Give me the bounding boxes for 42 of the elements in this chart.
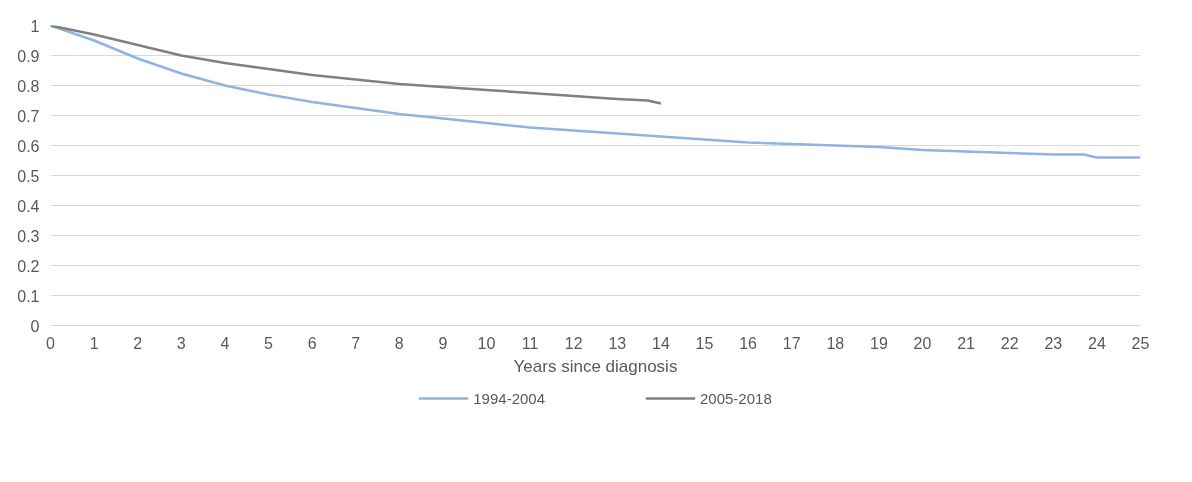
y-tick-label: 0 (30, 317, 40, 335)
y-tick-label: 0.4 (17, 197, 40, 215)
x-tick-label: 13 (608, 334, 627, 352)
x-tick-label: 2 (133, 334, 143, 352)
x-tick-label: 19 (870, 334, 888, 352)
y-tick-label: 0.5 (17, 167, 40, 185)
x-tick-label: 21 (957, 334, 976, 352)
x-tick-label: 3 (176, 334, 186, 352)
x-tick-label: 11 (521, 334, 539, 352)
x-tick-label: 17 (782, 334, 801, 352)
legend-label: 1994-2004 (473, 388, 545, 408)
y-tick-label: 0.7 (17, 107, 40, 125)
x-tick-label: 22 (1000, 334, 1019, 352)
x-tick-label: 25 (1131, 334, 1150, 352)
x-tick-label: 0 (46, 334, 56, 352)
x-tick-label: 10 (477, 334, 496, 352)
x-tick-label: 16 (739, 334, 758, 352)
x-tick-label: 9 (438, 334, 448, 352)
x-tick-label: 4 (220, 334, 230, 352)
x-tick-label: 18 (826, 334, 845, 352)
y-tick-label: 0.8 (17, 77, 40, 95)
line-series (50, 25, 663, 105)
x-tick-label: 5 (264, 334, 274, 352)
x-tick-label: 7 (351, 334, 361, 352)
x-tick-label: 15 (695, 334, 714, 352)
y-tick-label: 0.3 (17, 227, 40, 245)
x-tick-label: 12 (564, 334, 583, 352)
x-tick-label: 1 (89, 334, 99, 352)
y-tick-label: 0.9 (17, 47, 40, 65)
x-tick-label: 24 (1088, 334, 1106, 352)
y-tick-label: 0.1 (17, 287, 40, 305)
x-tick-label: 14 (652, 334, 670, 352)
x-axis-title: Years since diagnosis (513, 356, 678, 376)
line-series (50, 25, 1141, 159)
y-tick-label: 0.6 (17, 137, 40, 155)
y-tick-label: 0.2 (17, 257, 40, 275)
legend-label: 2005-2018 (700, 388, 772, 408)
y-tick-label: 1 (30, 17, 40, 35)
x-tick-label: 23 (1044, 334, 1063, 352)
x-tick-label: 8 (394, 334, 404, 352)
x-tick-label: 6 (307, 334, 317, 352)
x-tick-label: 20 (913, 334, 932, 352)
